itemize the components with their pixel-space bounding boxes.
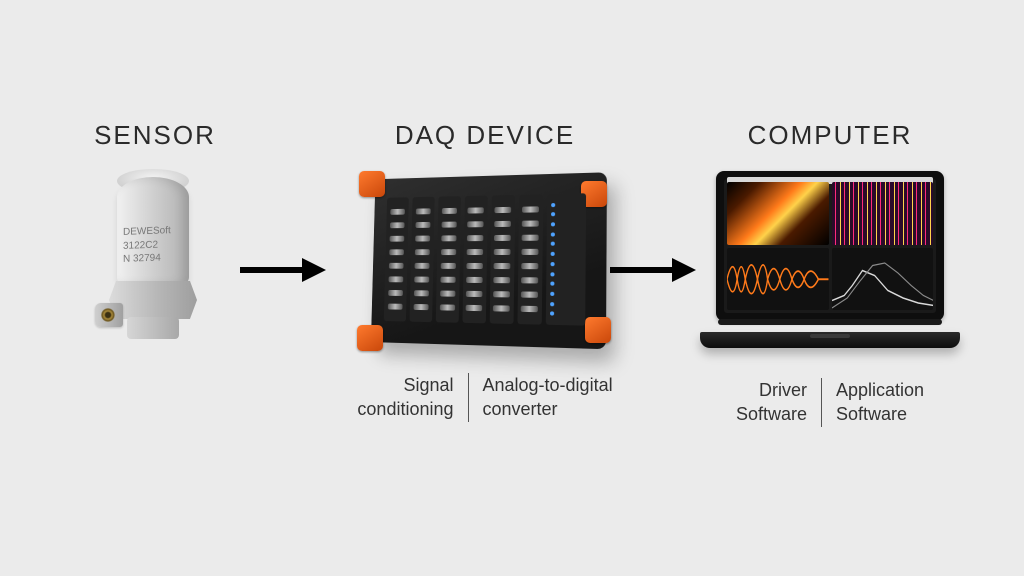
computer-sublabel-right-2: Software [836, 402, 924, 426]
daq-graphic [365, 175, 605, 345]
daq-sublabel-left-1: Signal [357, 373, 453, 397]
screen-panel-waveform [727, 248, 829, 311]
computer-sublabel-left-1: Driver [736, 378, 807, 402]
computer-sublabel-right-1: Application [836, 378, 924, 402]
daq-title: DAQ DEVICE [395, 120, 575, 151]
daq-slot [546, 193, 587, 325]
computer-title: COMPUTER [748, 120, 913, 151]
daq-sublabel-right-2: converter [483, 397, 613, 421]
stage-computer: COMPUTER [680, 120, 980, 427]
daq-sublabels: Signal conditioning Analog-to-digital co… [343, 373, 626, 422]
daq-slot [436, 196, 461, 323]
sensor-body-label: DEWESoft 3122C2 N 32794 [123, 224, 171, 266]
daq-slot [517, 194, 543, 324]
sensor-connector-icon [95, 303, 123, 327]
screen-panel-spectrum [832, 182, 934, 245]
stage-sensor: SENSOR DEWESoft 3122C2 N 32794 [60, 120, 250, 359]
sensor-title: SENSOR [94, 120, 216, 151]
daq-slot [384, 197, 409, 321]
computer-sublabels: Driver Software Application Software [722, 378, 938, 427]
daq-sublabel-left-2: conditioning [357, 397, 453, 421]
sensor-graphic: DEWESoft 3122C2 N 32794 [95, 169, 215, 359]
computer-sublabel-left-2: Software [736, 402, 807, 426]
daq-slot [462, 195, 487, 323]
laptop-graphic [700, 171, 960, 356]
daq-slot [490, 195, 516, 324]
screen-panel-lineplot [832, 248, 934, 311]
stage-daq: DAQ DEVICE Signal conditioning Analog-to… [330, 120, 640, 422]
daq-slot [410, 197, 435, 322]
daq-sublabel-right-1: Analog-to-digital [483, 373, 613, 397]
arrow-sensor-to-daq [238, 255, 328, 285]
screen-panel-spectrogram [727, 182, 829, 245]
